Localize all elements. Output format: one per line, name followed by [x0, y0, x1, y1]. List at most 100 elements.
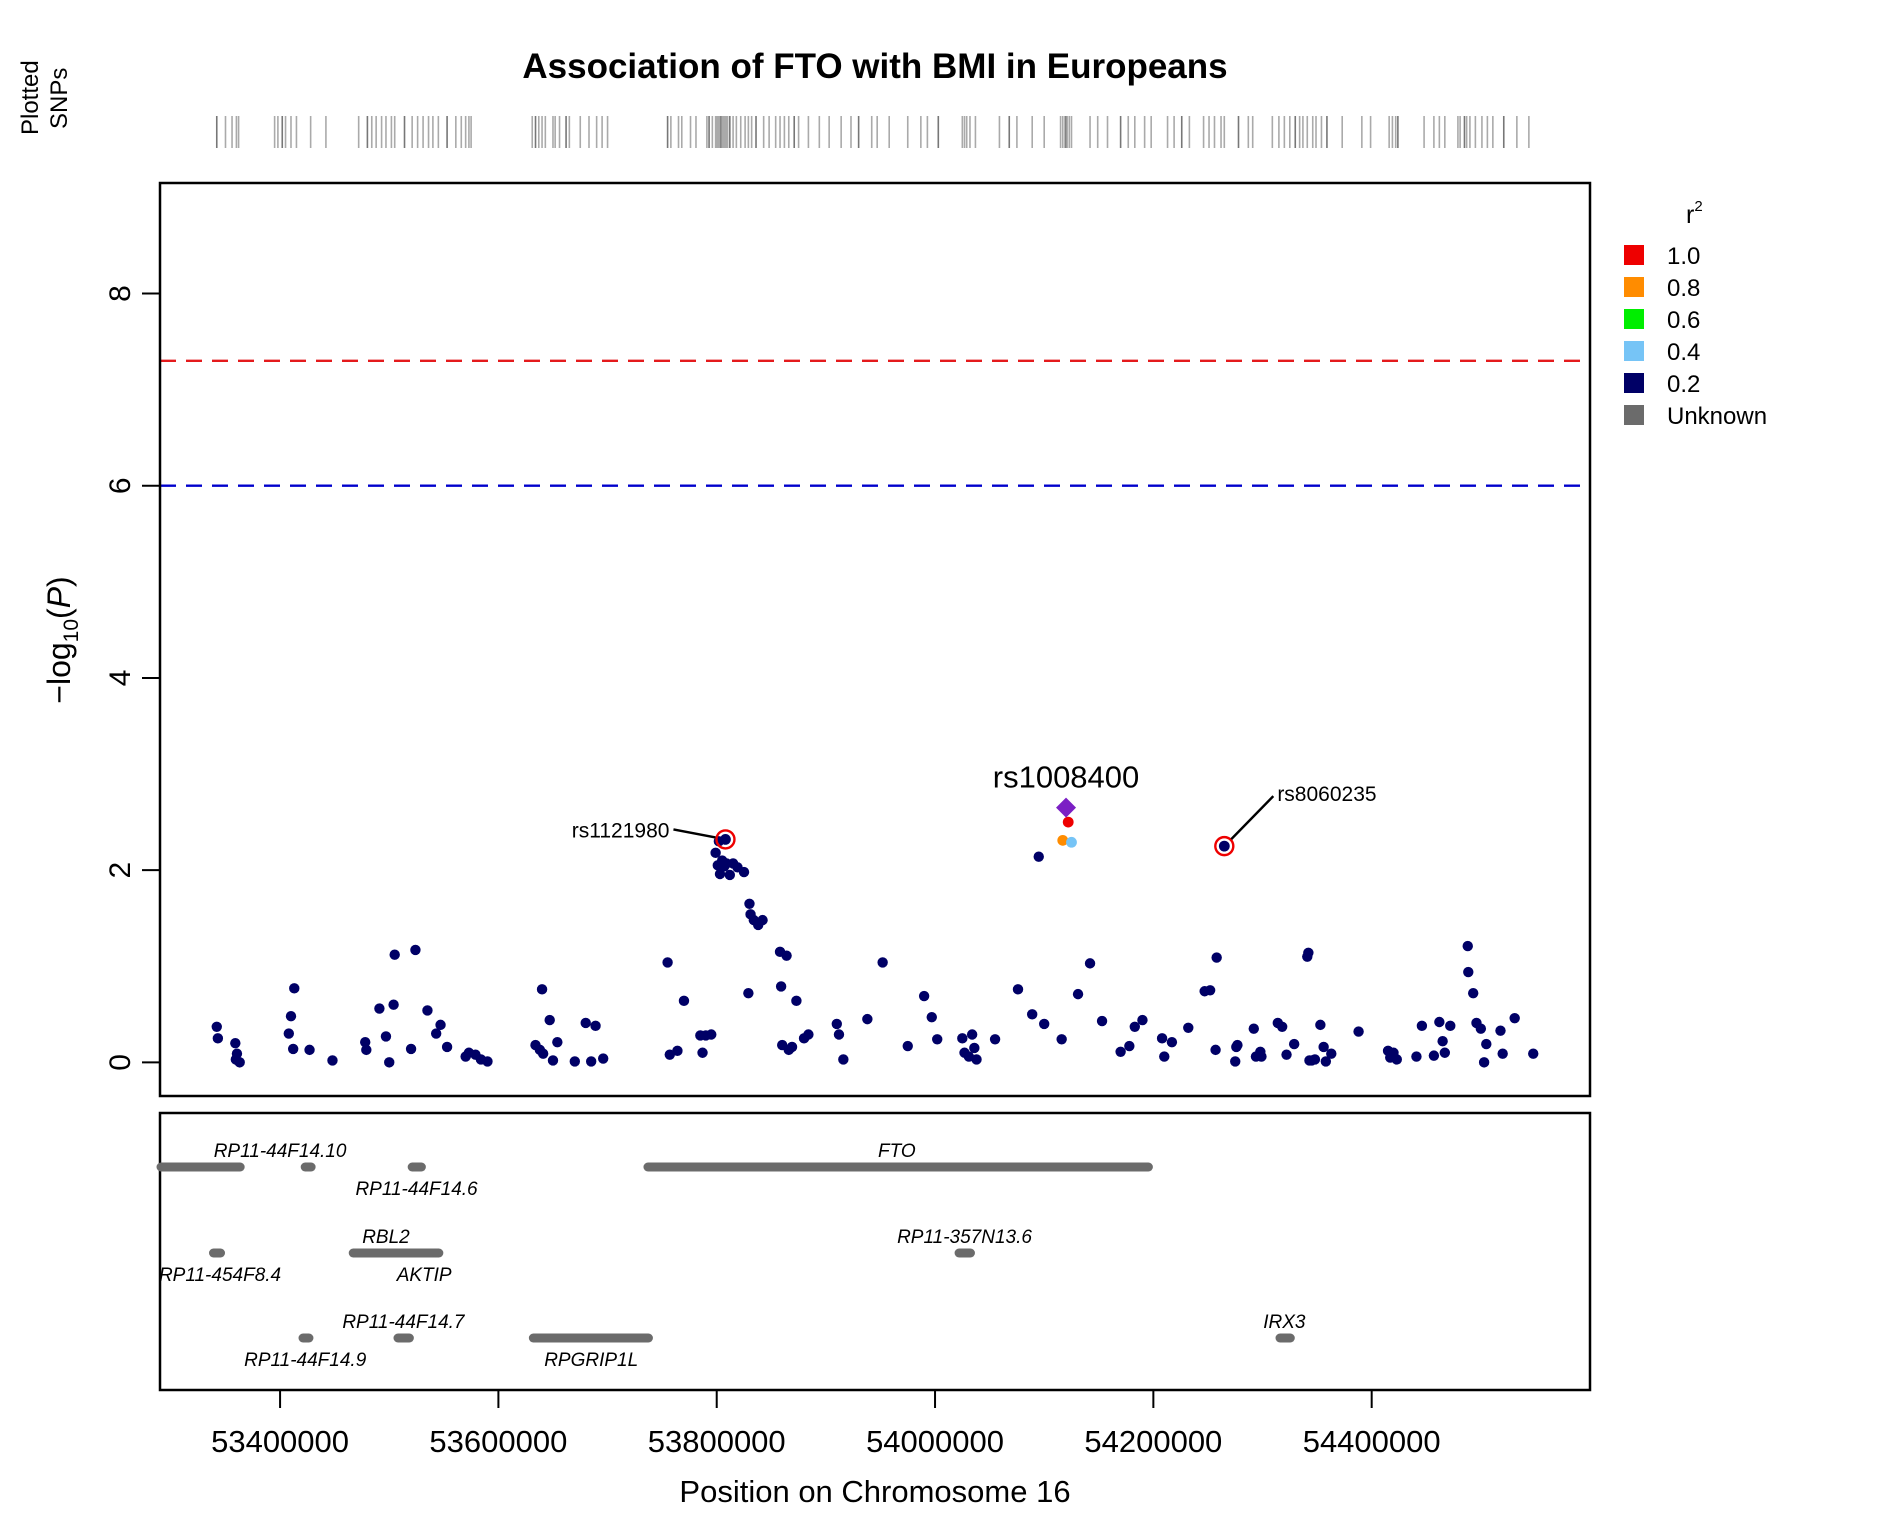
snp-point [430, 1028, 442, 1039]
snp-rug [215, 116, 1530, 148]
snp-point [289, 983, 300, 994]
snp-point [1309, 1054, 1321, 1065]
legend-swatch [1624, 245, 1644, 265]
snp-point [1230, 1056, 1241, 1067]
snp-point [1281, 1049, 1292, 1060]
snp-point [678, 995, 690, 1007]
snp-point [1084, 958, 1096, 969]
snp-point [966, 1029, 978, 1040]
snp-point [989, 1034, 1001, 1045]
gene-label: RP11-44F14.10 [214, 1141, 347, 1162]
snp-point [283, 1028, 295, 1039]
snp-point [1033, 851, 1044, 862]
snp-point [569, 1056, 581, 1067]
y-axis-label: −log10(P) [41, 576, 83, 703]
gene-label: RP11-357N13.6 [897, 1227, 1032, 1248]
y-axis-label-open: ( [41, 608, 77, 619]
snp-point [1276, 1021, 1288, 1033]
snp-point [831, 1018, 842, 1030]
snp-point [234, 1057, 245, 1068]
snp-point [1320, 1056, 1332, 1067]
snp-point [838, 1054, 849, 1065]
gene-label: RP11-454F8.4 [159, 1265, 281, 1286]
snp-point [706, 1029, 717, 1040]
gene-label: RP11-44F14.6 [355, 1179, 478, 1200]
snp-point [1218, 840, 1230, 852]
legend-label: 0.8 [1667, 275, 1700, 302]
gene-label: AKTIP [396, 1265, 452, 1286]
snp-point [389, 949, 400, 960]
annotated-snp-label: rs1121980 [572, 819, 670, 842]
snp-point [597, 1053, 609, 1064]
snp-point [1062, 816, 1074, 828]
y-axis-label-close: ) [41, 576, 77, 587]
y-tick-label: 0 [104, 1054, 137, 1071]
snp-point [285, 1011, 297, 1022]
snp-point [1057, 834, 1069, 846]
gene-track: RP11-44F14.10 RP11-44F14.6 FTO RP11-454F8.4… [156, 1141, 1306, 1371]
x-tick-label: 53400000 [211, 1424, 349, 1459]
snp-point [786, 1041, 798, 1053]
snp-point [361, 1044, 372, 1056]
snp-point [803, 1029, 814, 1040]
snp-point [380, 1031, 392, 1042]
snp-point [714, 868, 726, 880]
snp-point [1462, 940, 1473, 952]
x-axis-label: Position on Chromosome 16 [679, 1474, 1070, 1509]
legend-title: r2 [1686, 198, 1703, 229]
snp-point [1026, 1009, 1038, 1020]
gene-label: RP11-44F14.7 [342, 1312, 466, 1333]
legend-label: 1.0 [1667, 243, 1700, 270]
snp-point [781, 950, 792, 961]
snp-point [932, 1034, 943, 1045]
snp-point [1210, 1044, 1221, 1056]
snp-point [720, 833, 731, 845]
snp-point [1416, 1020, 1428, 1032]
snp-point [1072, 988, 1084, 1000]
y-axis: 0 2 4 6 8 [104, 285, 161, 1071]
snp-point [1318, 1041, 1329, 1053]
snp-point [775, 981, 787, 992]
snp-point [441, 1041, 453, 1053]
snp-point [672, 1045, 683, 1057]
snp-point [1481, 1038, 1492, 1050]
snp-point [405, 1043, 417, 1055]
gene-label: RBL2 [362, 1227, 410, 1248]
snp-points [211, 797, 1539, 1068]
snp-point [1509, 1012, 1520, 1024]
snp-point [926, 1011, 937, 1023]
snp-point [211, 1021, 222, 1033]
y-tick-label: 4 [104, 670, 137, 687]
y-axis-label-p: P [41, 586, 77, 608]
snp-point [1439, 1047, 1451, 1058]
legend-label: 0.4 [1667, 339, 1700, 366]
rug-label-line2: SNPs [46, 68, 73, 129]
snp-point [327, 1055, 338, 1066]
snp-point [547, 1055, 559, 1066]
snp-point [744, 898, 755, 909]
snp-point [580, 1017, 591, 1029]
snp-point [410, 944, 421, 956]
snp-point [1204, 985, 1216, 996]
snp-point [1495, 1025, 1506, 1036]
y-tick-label: 6 [104, 477, 137, 494]
snp-point [969, 1042, 980, 1054]
snp-point [1434, 1016, 1445, 1028]
snp-point [536, 984, 548, 995]
snp-point [1353, 1026, 1364, 1037]
legend-swatch [1624, 373, 1644, 393]
legend: r2 1.0 0.8 0.6 0.4 0.2 Unknown [1624, 198, 1767, 430]
annotated-snp-label: rs8060235 [1277, 783, 1376, 806]
snp-point [1115, 1046, 1126, 1057]
x-tick-label: 54200000 [1084, 1424, 1222, 1459]
snp-point [971, 1054, 982, 1065]
snp-point [1129, 1021, 1141, 1033]
snp-point [1232, 1039, 1243, 1051]
gene-label: FTO [878, 1141, 916, 1162]
snp-point [918, 990, 930, 1002]
snp-point [1166, 1036, 1178, 1048]
snp-point [231, 1048, 243, 1059]
snp-point [212, 1033, 224, 1044]
legend-swatch [1624, 341, 1644, 361]
